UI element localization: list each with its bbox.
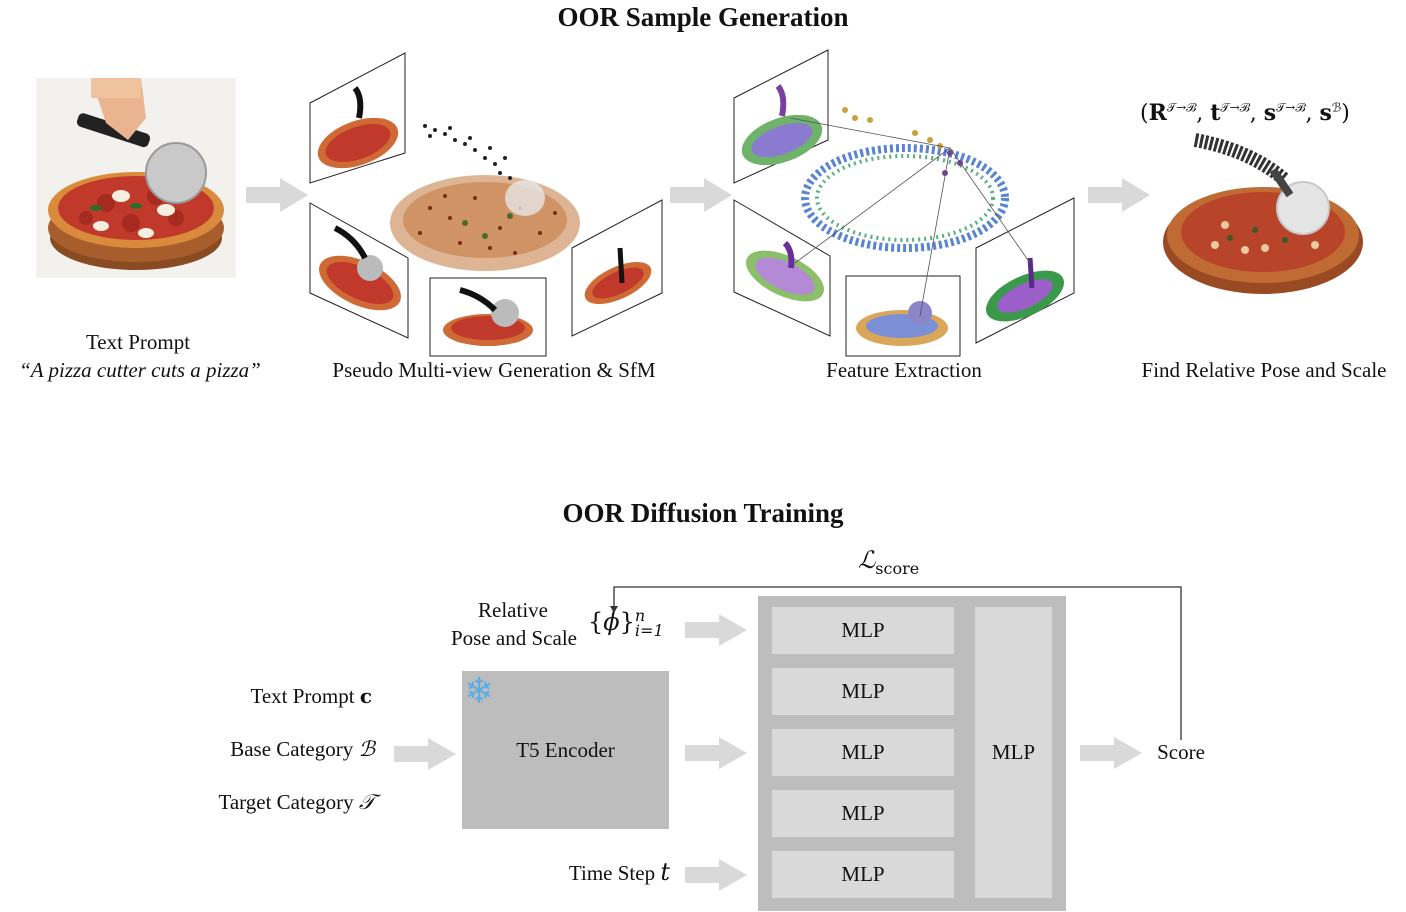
input-base-category: Base Category ℬ (230, 737, 375, 761)
mlp-block-1: MLP (772, 607, 954, 654)
arrow-inputs-to-encoder (394, 738, 456, 770)
relative-label-1: Relative (478, 598, 548, 622)
mlp-block-5: MLP (772, 851, 954, 898)
arrow-time-to-mlp (685, 859, 747, 891)
arrow-mlp-to-score (1080, 737, 1142, 769)
t5-encoder-label: T5 Encoder (516, 737, 615, 762)
multiview-sfm-figure (309, 52, 663, 357)
pose-result-figure (1163, 133, 1363, 294)
time-step-label: Time Step t (568, 858, 670, 886)
arrow-relative-to-mlp (685, 614, 747, 646)
stage1-caption: Text Prompt (85, 330, 191, 354)
stage3-caption: Feature Extraction (826, 358, 982, 382)
score-label: Score (1157, 740, 1205, 764)
top-title: OOR Sample Generation (557, 2, 849, 32)
pose-formula: (R𝒯→ℬ, t𝒯→ℬ, s𝒯→ℬ, sℬ) (1140, 100, 1350, 126)
mlp-block-3: MLP (772, 729, 954, 776)
feature-extraction-figure (733, 49, 1075, 357)
mlp-block-4: MLP (772, 790, 954, 837)
snowflake-icon: ❄ (464, 671, 495, 712)
arrow-3 (1088, 178, 1150, 212)
phi-set: {ϕ}n i=1 (588, 606, 664, 640)
arrow-1 (246, 178, 308, 212)
stage1-prompt: “A pizza cutter cuts a pizza” (19, 358, 261, 382)
loss-label: ℒscore (858, 546, 920, 578)
relative-label-2: Pose and Scale (451, 626, 577, 650)
stage2-caption: Pseudo Multi-view Generation & SfM (332, 358, 656, 382)
input-text-prompt: Text Prompt c (250, 684, 372, 708)
bottom-title: OOR Diffusion Training (562, 498, 844, 528)
stage4-caption: Find Relative Pose and Scale (1141, 358, 1387, 382)
arrow-2 (670, 178, 732, 212)
arrow-encoder-to-mlp (685, 737, 747, 769)
pizza-photo (36, 78, 236, 278)
mlp-block-big: MLP (975, 607, 1052, 898)
mlp-block-2: MLP (772, 668, 954, 715)
input-target-category: Target Category 𝒯 (218, 790, 375, 814)
t5-encoder-box: T5 Encoder (462, 671, 669, 829)
